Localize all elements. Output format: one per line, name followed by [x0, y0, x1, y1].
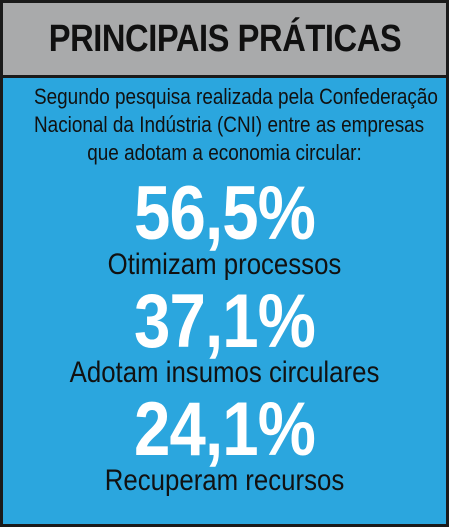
intro-line-2: Nacional da Indústria (CNI) entre as emp…	[34, 112, 425, 137]
intro-line-3: que adotam a economia circular:	[87, 140, 362, 165]
stat-block-3: 24,1% Recuperam recursos	[3, 387, 446, 497]
stat-value: 37,1%	[133, 279, 316, 364]
stat-label: Recuperam recursos	[104, 464, 345, 497]
stat-block-1: 56,5% Otimizam processos	[3, 171, 446, 281]
stat-label: Adotam insumos circulares	[69, 356, 380, 389]
stat-block-2: 37,1% Adotam insumos circulares	[3, 279, 446, 389]
intro-line-1: Segundo pesquisa realizada pela Confeder…	[34, 84, 438, 109]
stat-value: 24,1%	[133, 387, 316, 472]
stat-value: 56,5%	[133, 171, 316, 256]
stat-label: Otimizam processos	[107, 248, 342, 281]
header-bar: PRINCIPAIS PRÁTICAS	[3, 3, 446, 78]
intro-text: Segundo pesquisa realizada pela Confeder…	[3, 83, 446, 167]
header-title: PRINCIPAIS PRÁTICAS	[48, 17, 401, 60]
